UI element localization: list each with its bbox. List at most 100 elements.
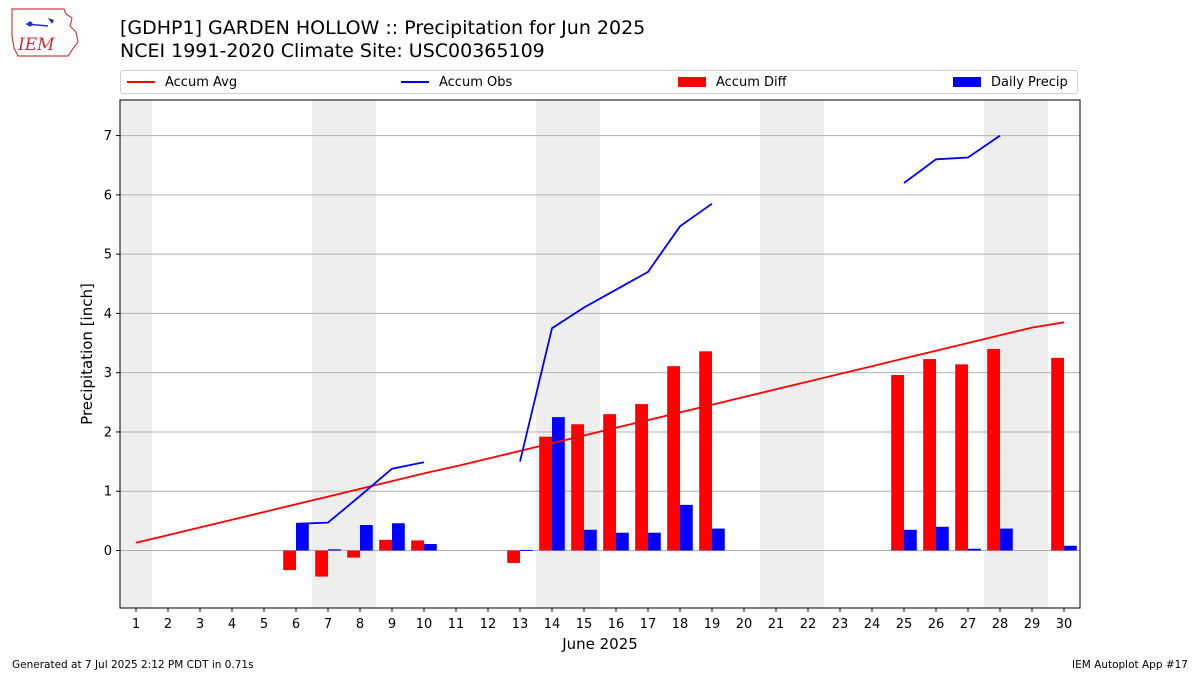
bar-accum-diff <box>891 375 904 551</box>
x-tick-label: 3 <box>196 617 204 632</box>
bar-daily-precip <box>360 525 373 551</box>
bar-daily-precip <box>328 549 341 551</box>
weekend-band <box>760 100 792 608</box>
y-tick-label: 7 <box>104 129 112 144</box>
iem-logo: IEM <box>11 8 79 57</box>
x-tick-label: 18 <box>672 617 689 632</box>
bar-daily-precip <box>552 417 565 551</box>
x-tick-label: 13 <box>512 617 529 632</box>
bar-daily-precip <box>680 504 693 551</box>
bar-daily-precip <box>296 523 309 551</box>
x-tick-label: 5 <box>260 617 268 632</box>
x-tick-label: 15 <box>576 617 593 632</box>
legend-item-accum-avg: Accum Avg <box>127 71 237 93</box>
bar-daily-precip <box>712 528 725 551</box>
bar-daily-precip <box>648 532 661 551</box>
legend-label-daily-precip: Daily Precip <box>991 74 1068 90</box>
x-tick-label: 17 <box>640 617 657 632</box>
x-tick-label: 20 <box>736 617 753 632</box>
bar-accum-diff <box>379 539 392 551</box>
weekend-band <box>120 100 152 608</box>
legend-swatch-accum-avg <box>127 81 155 83</box>
bar-accum-diff <box>507 550 520 563</box>
x-tick-label: 8 <box>356 617 364 632</box>
x-tick-label: 12 <box>480 617 497 632</box>
x-tick-label: 1 <box>132 617 140 632</box>
legend-swatch-daily-precip <box>953 77 981 87</box>
bar-daily-precip <box>424 543 437 551</box>
bar-daily-precip <box>392 523 405 551</box>
bar-accum-diff <box>539 436 552 551</box>
logo-text: IEM <box>17 35 55 55</box>
x-tick-label: 26 <box>928 617 945 632</box>
legend-swatch-accum-obs <box>401 81 429 83</box>
x-tick-label: 11 <box>448 617 465 632</box>
x-tick-label: 9 <box>388 617 396 632</box>
y-tick-label: 4 <box>104 307 112 322</box>
bar-accum-diff <box>955 364 968 551</box>
bar-accum-diff <box>699 351 712 551</box>
plot-frame <box>119 99 1081 609</box>
bar-accum-diff <box>603 414 616 551</box>
bar-daily-precip <box>616 532 629 551</box>
app-label: IEM Autoplot App #17 <box>1072 659 1188 671</box>
x-tick-label: 16 <box>608 617 625 632</box>
weekend-band <box>344 100 376 608</box>
x-tick-label: 7 <box>324 617 332 632</box>
bar-daily-precip <box>936 526 949 551</box>
line-accum-avg <box>135 321 1065 544</box>
bar-accum-diff <box>571 424 584 551</box>
bar-accum-diff <box>283 550 296 571</box>
bar-accum-diff <box>1051 357 1064 551</box>
bar-accum-diff <box>667 366 680 551</box>
x-tick-label: 25 <box>896 617 913 632</box>
weekend-band <box>792 100 824 608</box>
x-tick-label: 28 <box>992 617 1009 632</box>
y-tick-label: 2 <box>104 425 112 440</box>
y-tick-label: 0 <box>104 544 112 559</box>
bar-accum-diff <box>987 348 1000 551</box>
legend-swatch-accum-diff <box>678 77 706 87</box>
bar-daily-precip <box>520 549 533 551</box>
y-tick-label: 6 <box>104 188 112 203</box>
legend-label-accum-diff: Accum Diff <box>716 74 787 90</box>
chart-title: [GDHP1] GARDEN HOLLOW :: Precipitation f… <box>120 17 646 39</box>
bar-daily-precip <box>1000 528 1013 551</box>
x-tick-label: 6 <box>292 617 300 632</box>
bar-accum-diff <box>635 404 648 551</box>
bar-daily-precip <box>1064 545 1077 551</box>
x-tick-label: 2 <box>164 617 172 632</box>
y-axis-label: Precipitation [inch] <box>78 283 96 425</box>
x-axis-label: June 2025 <box>561 635 638 653</box>
y-tick-label: 5 <box>104 248 112 263</box>
x-tick-label: 23 <box>832 617 849 632</box>
x-tick-label: 24 <box>864 617 881 632</box>
bar-accum-diff <box>411 540 424 551</box>
bar-daily-precip <box>584 529 597 551</box>
legend: Accum Avg Accum Obs Accum Diff Daily Pre… <box>120 70 1078 94</box>
y-tick-label: 3 <box>104 366 112 381</box>
x-tick-label: 30 <box>1056 617 1073 632</box>
legend-item-accum-diff: Accum Diff <box>678 71 787 93</box>
x-tick-label: 21 <box>768 617 785 632</box>
chart-subtitle: NCEI 1991-2020 Climate Site: USC00365109 <box>120 40 545 62</box>
x-tick-label: 22 <box>800 617 817 632</box>
weekend-band <box>312 100 344 608</box>
x-tick-label: 14 <box>544 617 561 632</box>
legend-item-accum-obs: Accum Obs <box>401 71 512 93</box>
line-accum-obs <box>295 134 1001 525</box>
generated-timestamp: Generated at 7 Jul 2025 2:12 PM CDT in 0… <box>12 659 254 671</box>
bar-daily-precip <box>968 548 981 551</box>
x-tick-label: 27 <box>960 617 977 632</box>
legend-item-daily-precip: Daily Precip <box>953 71 1068 93</box>
x-tick-label: 19 <box>704 617 721 632</box>
bar-accum-diff <box>347 550 360 558</box>
weekend-band <box>1016 100 1048 608</box>
bar-accum-diff <box>315 550 328 577</box>
x-tick-label: 4 <box>228 617 236 632</box>
bar-accum-diff <box>923 359 936 551</box>
y-tick-label: 1 <box>104 485 112 500</box>
bar-daily-precip <box>904 529 917 551</box>
legend-label-accum-avg: Accum Avg <box>165 74 238 90</box>
